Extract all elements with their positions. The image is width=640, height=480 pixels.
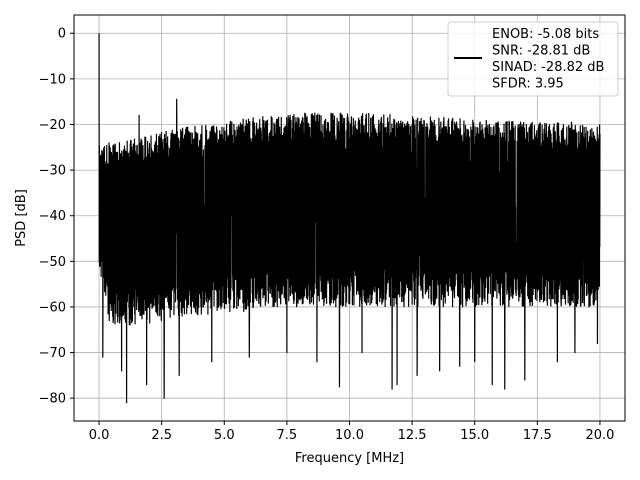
x-tick-label: 15.0 <box>460 428 489 443</box>
psd-trace <box>98 33 601 404</box>
y-tick-label: −60 <box>39 300 66 315</box>
y-axis-label: PSD [dB] <box>14 189 29 247</box>
x-tick-label: 5.0 <box>214 428 235 443</box>
x-axis-ticks: 0.0 2.5 5.0 7.5 10.0 12.5 15.0 17.5 20.0 <box>89 421 614 443</box>
x-tick-label: 20.0 <box>585 428 614 443</box>
x-tick-label: 17.5 <box>523 428 552 443</box>
y-tick-label: 0 <box>58 27 66 42</box>
y-tick-label: −40 <box>39 209 66 224</box>
y-tick-label: −20 <box>39 118 66 133</box>
x-tick-label: 12.5 <box>398 428 427 443</box>
legend-snr: SNR: -28.81 dB <box>492 44 590 59</box>
legend-sfdr: SFDR: 3.95 <box>492 77 564 92</box>
y-axis-ticks: 0 −10 −20 −30 −40 −50 −60 −70 −80 <box>39 27 74 407</box>
x-tick-label: 2.5 <box>151 428 172 443</box>
y-tick-label: −70 <box>39 346 66 361</box>
y-tick-label: −50 <box>39 255 66 270</box>
x-axis-label: Frequency [MHz] <box>295 451 404 466</box>
y-tick-label: −30 <box>39 164 66 179</box>
y-tick-label: −80 <box>39 392 66 407</box>
x-tick-label: 10.0 <box>335 428 364 443</box>
legend-box <box>447 21 619 97</box>
x-tick-label: 7.5 <box>277 428 298 443</box>
legend-sinad: SINAD: -28.82 dB <box>492 60 604 75</box>
psd-series <box>98 33 601 404</box>
legend: ENOB: -5.08 bits SNR: -28.81 dB SINAD: -… <box>447 21 619 97</box>
y-tick-label: −10 <box>39 72 66 87</box>
legend-enob: ENOB: -5.08 bits <box>492 27 599 42</box>
x-tick-label: 0.0 <box>89 428 110 443</box>
